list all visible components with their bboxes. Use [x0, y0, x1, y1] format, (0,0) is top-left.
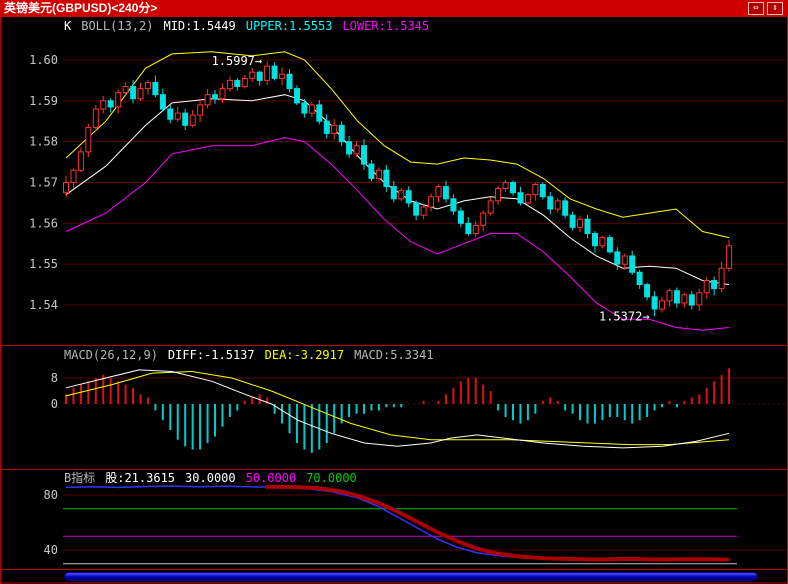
svg-text:1.59: 1.59 [29, 94, 58, 108]
boll-upper-value: UPPER:1.5553 [245, 19, 333, 33]
main-chart-header: K BOLL(13,2) MID:1.5449 UPPER:1.5553 LOW… [64, 20, 439, 33]
window-controls: ⇔ ⇕ [748, 2, 788, 15]
svg-text:1.5997→: 1.5997→ [212, 54, 263, 68]
arrows-horizontal-icon[interactable]: ⇔ [748, 2, 764, 15]
svg-text:1.58: 1.58 [29, 135, 58, 149]
svg-text:1.56: 1.56 [29, 216, 58, 230]
k-label: K [64, 19, 72, 33]
b-ref-70-label: 70.0000 [306, 471, 357, 485]
arrows-vertical-icon[interactable]: ⇕ [767, 2, 783, 15]
svg-text:1.55: 1.55 [29, 257, 58, 271]
h-scrollbar-track[interactable] [2, 570, 786, 582]
svg-text:0: 0 [51, 397, 58, 411]
b-ref-30-label: 30.0000 [185, 471, 236, 485]
b-indicator-header: B指标 股:21.3615 30.0000 50.0000 70.0000 [64, 472, 367, 485]
window-title: 英镑美元(GBPUSD)<240分> [4, 1, 158, 15]
macd-diff-value: DIFF:-1.5137 [167, 348, 255, 362]
svg-text:80: 80 [44, 488, 58, 502]
title-bar[interactable]: 英镑美元(GBPUSD)<240分> ⇔ ⇕ [0, 0, 788, 17]
boll-mid-value: MID:1.5449 [163, 19, 236, 33]
svg-text:1.57: 1.57 [29, 175, 58, 189]
macd-header: MACD(26,12,9) DIFF:-1.5137 DEA:-3.2917 M… [64, 349, 444, 362]
svg-text:1.60: 1.60 [29, 53, 58, 67]
b-ref-50-label: 50.0000 [245, 471, 297, 485]
macd-params-label: MACD(26,12,9) [64, 348, 158, 362]
svg-text:8: 8 [51, 371, 58, 385]
boll-params-label: BOLL(13,2) [81, 19, 154, 33]
svg-text:1.54: 1.54 [29, 298, 58, 312]
boll-lower-value: LOWER:1.5345 [342, 19, 430, 33]
b-indicator-label: B指标 [64, 471, 96, 485]
svg-text:1.5372→: 1.5372→ [599, 309, 650, 323]
b-indicator-value: 股:21.3615 [105, 471, 176, 485]
svg-text:40: 40 [44, 543, 58, 557]
macd-dea-value: DEA:-3.2917 [264, 348, 345, 362]
macd-macd-value: MACD:5.3341 [354, 348, 434, 362]
h-scrollbar-thumb[interactable] [64, 572, 758, 581]
